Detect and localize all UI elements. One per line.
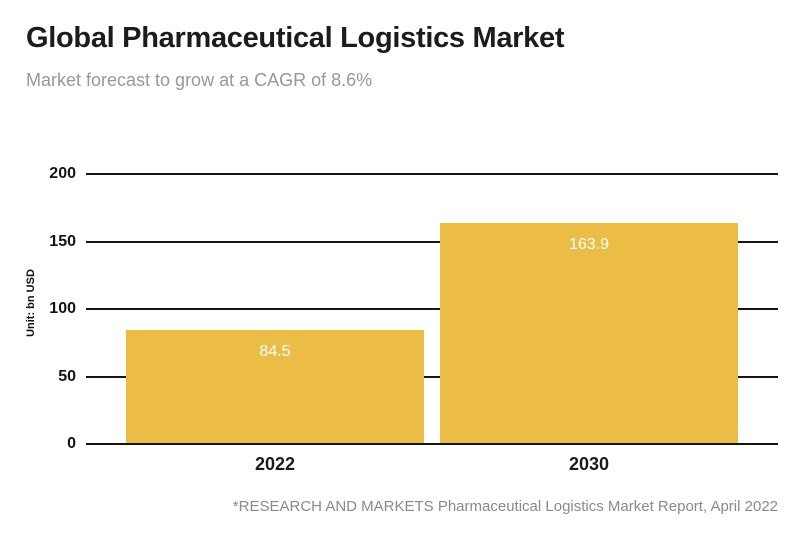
gridline	[86, 308, 778, 310]
y-tick-label: 50	[58, 367, 76, 385]
y-tick-label: 100	[49, 300, 76, 317]
bar-2030: 163.9	[440, 222, 738, 444]
plot-area: 84.5 163.9	[86, 173, 778, 445]
page-subtitle: Market forecast to grow at a CAGR of 8.6…	[26, 70, 373, 90]
gridline	[86, 173, 778, 175]
x-tick-label: 2022	[254, 454, 296, 474]
y-tick-label: 0	[67, 435, 76, 452]
x-axis-line	[86, 443, 778, 445]
source-note: *RESEARCH AND MARKETS Pharmaceutical Log…	[232, 498, 778, 515]
gridline	[86, 375, 778, 378]
x-tick-label: 2030	[568, 454, 610, 474]
bar-value-label: 163.9	[568, 235, 610, 253]
y-tick-label: 200	[49, 165, 76, 182]
bar-2022: 84.5	[126, 329, 424, 444]
bar-value-label: 84.5	[259, 342, 291, 360]
gridline	[86, 240, 778, 243]
page-title: Global Pharmaceutical Logistics Market	[26, 22, 565, 54]
y-tick-label: 150	[49, 232, 76, 250]
